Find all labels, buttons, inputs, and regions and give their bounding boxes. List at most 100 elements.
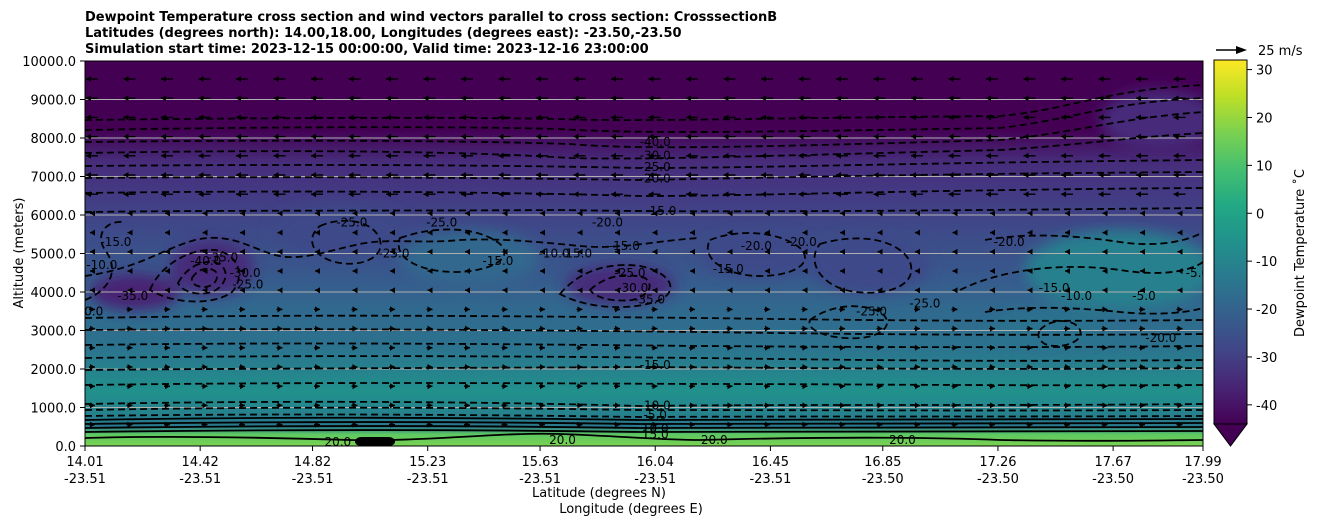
wind-vector-head	[986, 191, 991, 198]
wind-vector-head	[165, 344, 170, 351]
x-tick-label-lon: -23.51	[179, 472, 221, 487]
wind-vector-head	[840, 210, 845, 217]
wind-vector-head	[611, 191, 616, 198]
wind-vector-head	[127, 287, 133, 294]
x-axis-label-line-1: Latitude (degrees N)	[532, 486, 666, 501]
wind-vector-head	[690, 402, 695, 409]
wind-vector-head	[198, 191, 204, 198]
wind-vector-head	[277, 402, 283, 409]
wind-vector-head	[540, 421, 545, 428]
wind-vector-head	[798, 114, 804, 121]
wind-vector-head	[165, 325, 170, 332]
wind-vector-head	[540, 287, 545, 294]
wind-vector-head	[202, 325, 208, 332]
terrain-mask	[355, 437, 395, 446]
wind-vector-head	[723, 191, 729, 198]
wind-vector-head	[465, 210, 470, 217]
wind-vector-head	[198, 152, 204, 159]
wind-vector-head	[1140, 210, 1145, 217]
wind-vector-head	[911, 114, 916, 121]
wind-vector-head	[127, 402, 133, 409]
wind-vector-head	[427, 210, 433, 217]
wind-vector-head	[915, 268, 920, 274]
wind-vector-head	[123, 152, 129, 159]
wind-vector-head	[427, 364, 433, 370]
contour-label: -25.0	[378, 247, 409, 261]
wind-vector-head	[461, 191, 466, 198]
wind-vector-head	[86, 191, 91, 198]
wind-vector-head	[465, 383, 470, 390]
wind-vector-head	[352, 325, 358, 332]
wind-vector-head	[202, 268, 208, 274]
wind-vector-head	[652, 364, 658, 370]
wind-vector-head	[348, 95, 354, 102]
wind-vector-head	[390, 268, 395, 274]
wind-vector-head	[90, 421, 95, 428]
quiver-key-arrow-head	[1236, 46, 1247, 54]
title-line-1: Dewpoint Temperature cross section and w…	[85, 10, 777, 25]
contour-label: -25.0	[232, 277, 263, 291]
wind-vector-head	[615, 421, 620, 428]
x-tick-label-lon: -23.50	[1092, 472, 1134, 487]
contour-label: -40.0	[640, 135, 671, 149]
contour-label: -15.0	[482, 254, 513, 268]
wind-vector-head	[648, 191, 654, 198]
wind-vector-head	[427, 268, 433, 274]
wind-vector-head	[690, 248, 695, 255]
wind-vector-head	[127, 364, 133, 370]
wind-vector-head	[915, 287, 920, 294]
wind-vector-head	[652, 383, 658, 390]
wind-vector-head	[652, 306, 658, 313]
y-tick-label: 6000.0	[31, 209, 77, 224]
colorbar-tick-label: 30	[1256, 64, 1273, 79]
wind-vector-head	[723, 76, 729, 82]
contour-label: -5.0	[1132, 289, 1155, 303]
wind-vector-head	[165, 364, 170, 370]
wind-vector-head	[536, 191, 541, 198]
x-tick-label-lon: -23.50	[862, 472, 904, 487]
contour-label: 15.0	[642, 427, 669, 441]
wind-vector-head	[873, 133, 879, 140]
wind-vector-head	[90, 229, 95, 236]
wind-vector-head	[686, 133, 691, 140]
wind-vector-head	[727, 287, 733, 294]
wind-vector-head	[123, 172, 129, 178]
wind-vector-head	[911, 95, 916, 102]
wind-vector-head	[277, 306, 283, 313]
wind-vector-head	[311, 95, 316, 102]
wind-vector-head	[161, 133, 166, 140]
wind-vector-head	[1027, 325, 1033, 332]
wind-vector-head	[836, 114, 841, 121]
wind-vector-head	[686, 191, 691, 198]
wind-vector-head	[90, 268, 95, 274]
wind-vector-head	[311, 191, 316, 198]
wind-vector-head	[577, 268, 583, 274]
wind-vector-head	[802, 210, 808, 217]
wind-vector-head	[1098, 95, 1104, 102]
wind-vector-head	[911, 76, 916, 82]
wind-vector-head	[161, 114, 166, 121]
wind-vector-head	[1061, 172, 1066, 178]
wind-vector-head	[1173, 172, 1179, 178]
wind-vector-head	[652, 268, 658, 274]
wind-vector-head	[423, 95, 429, 102]
colorbar-ticks: -40 -30 -20 -10 0 10 20 30	[1247, 64, 1277, 414]
wind-vector-head	[986, 76, 991, 82]
wind-vector-head	[802, 364, 808, 370]
wind-vector-head	[461, 76, 466, 82]
wind-vector-head	[1065, 248, 1070, 255]
wind-vector-head	[161, 172, 166, 178]
wind-vector-head	[86, 172, 91, 178]
contour-label: -25.0	[426, 216, 457, 230]
wind-vector-head	[1102, 421, 1108, 428]
wind-vector-head	[690, 383, 695, 390]
contour-label: 20.0	[701, 433, 728, 447]
wind-vector-head	[536, 114, 541, 121]
wind-vector-head	[86, 133, 91, 140]
wind-vector-head	[1140, 402, 1145, 409]
wind-vector-head	[990, 325, 995, 332]
wind-vector-head	[836, 133, 841, 140]
x-tick-label-lat: 17.99	[1184, 455, 1221, 470]
contour-label: -30.0	[617, 281, 648, 295]
